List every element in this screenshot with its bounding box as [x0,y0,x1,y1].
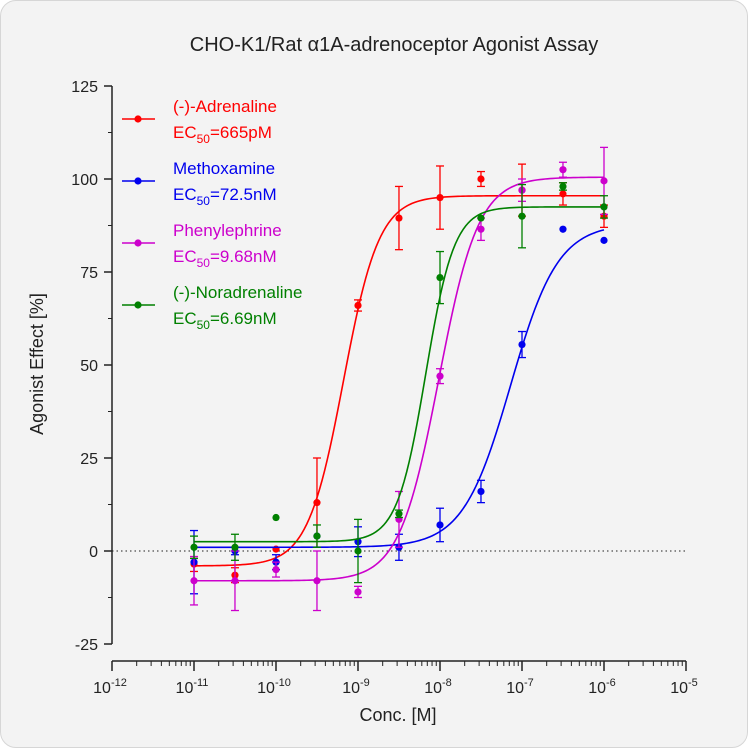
data-point [436,372,444,380]
data-point [231,543,239,551]
legend-marker [134,177,142,185]
legend: (-)-Adrenaline EC50=665pM Methoxamine EC50=… [122,97,302,332]
x-tick-label: 10-7 [506,677,534,697]
x-tick-label: 10-5 [670,677,698,697]
data-point [559,182,567,191]
data-point [477,487,485,496]
data-point [231,577,239,585]
data-point [477,214,485,222]
y-tick-label: 25 [80,451,98,468]
legend-ec50: EC50=6.69nM [173,309,277,332]
x-axis-title: Conc. [M] [359,705,436,725]
y-tick-label: 50 [80,358,98,375]
data-point [518,212,526,220]
data-point [313,577,321,585]
data-point [559,225,567,233]
y-axis-title: Agonist Effect [%] [27,293,47,435]
x-tick-label: 10-8 [424,677,452,697]
legend-entry-1: Methoxamine EC50=72.5nM [122,159,277,208]
series-3 [190,182,608,584]
legend-ec50: EC50=9.68nM [173,247,277,270]
data-point [395,214,403,222]
legend-marker [134,301,142,309]
data-point [313,499,321,507]
data-point [600,177,608,185]
data-point [395,510,403,518]
data-point [518,340,526,349]
data-point [354,588,362,596]
data-point [436,194,444,202]
data-point [190,543,198,551]
x-tick-label: 10-10 [257,677,291,697]
data-point [190,577,198,585]
legend-name: Methoxamine [173,159,275,178]
y-tick-label: 100 [71,172,98,189]
y-tick-label: 125 [71,79,98,96]
y-tick-label: 75 [80,265,98,282]
y-tick-label: -25 [75,637,98,654]
legend-marker [134,115,142,123]
x-tick-label: 10-11 [176,677,209,697]
legend-entry-2: Phenylephrine EC50=9.68nM [122,221,282,270]
data-point [600,203,608,211]
chart-title: CHO-K1/Rat α1A-adrenoceptor Agonist Assa… [190,34,598,56]
x-tick-label: 10-6 [588,677,616,697]
series-2 [190,146,608,612]
x-tick-label: 10-12 [93,677,127,697]
data-point [436,521,444,529]
legend-name: (-)-Adrenaline [173,97,277,116]
data-point [477,225,485,233]
data-point [477,175,485,183]
plot-area: -25 0 25 50 75 100 125 10-12 10-11 10-10 10-9 10-8 1… [71,79,697,697]
y-tick-label: 0 [89,544,98,561]
data-point [313,532,321,540]
legend-name: (-)-Noradrenaline [173,283,302,302]
fit-curve [194,206,604,543]
data-point [600,236,608,244]
data-point [354,301,362,310]
legend-marker [134,239,142,247]
x-tick-label: 10-9 [342,677,370,697]
legend-ec50: EC50=665pM [173,123,272,146]
data-point [436,273,444,282]
data-point [559,166,567,174]
data-point [272,513,280,522]
legend-entry-3: (-)-Noradrenaline EC50=6.69nM [122,283,302,332]
legend-ec50: EC50=72.5nM [173,185,277,208]
data-point [354,547,362,555]
legend-name: Phenylephrine [173,221,282,240]
legend-entry-0: (-)-Adrenaline EC50=665pM [122,97,277,146]
data-point [272,566,280,574]
data-point [559,190,567,198]
